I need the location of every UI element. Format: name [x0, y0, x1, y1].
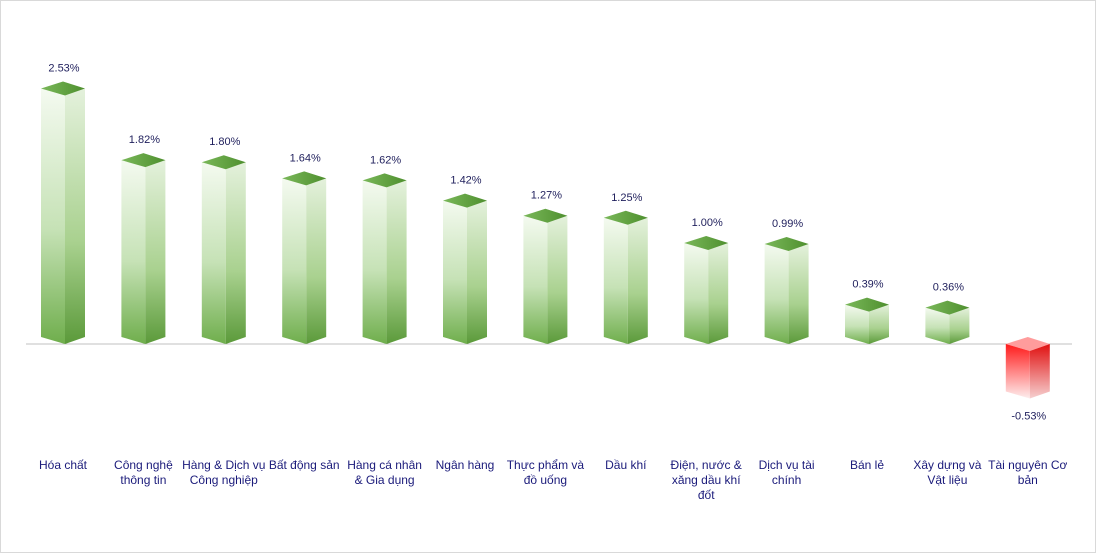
bar-top-face: [684, 236, 729, 250]
bar-side-face: [788, 244, 809, 344]
bar-front-face: [603, 217, 628, 344]
bar: 1.82%: [121, 134, 166, 344]
bar: 1.62%: [362, 154, 407, 344]
bar-top-face: [1005, 337, 1050, 351]
value-label: 1.62%: [370, 154, 401, 166]
bar: 1.42%: [443, 175, 487, 344]
bar-side-face: [386, 180, 407, 344]
bar-front-face: [523, 215, 548, 344]
bar-side-face: [949, 307, 970, 344]
bar-side-face: [1029, 344, 1050, 399]
bar: 1.27%: [523, 190, 568, 344]
category-label: Hàng cá nhân & Gia dụng: [347, 458, 422, 487]
value-label: 1.27%: [531, 190, 562, 202]
bar: 2.53%: [41, 62, 85, 344]
bar-top-face: [41, 81, 85, 96]
category-label: Ngân hàng: [435, 458, 495, 472]
value-label: 1.64%: [290, 152, 321, 164]
category-label: Dịch vụ tài chính: [758, 458, 815, 487]
category-label: Công nghệ thông tin: [114, 458, 173, 487]
bar-front-face: [1005, 344, 1030, 399]
value-label: 1.82%: [129, 134, 160, 146]
bar-top-face: [764, 237, 809, 252]
bar-top-face: [201, 155, 246, 170]
value-label: 2.53%: [48, 62, 79, 74]
bar: 1.64%: [282, 152, 327, 344]
bar-front-face: [121, 160, 146, 344]
bar: -0.53%: [1005, 337, 1050, 423]
category-label: Bất động sản: [268, 458, 340, 472]
bar-front-face: [282, 178, 307, 344]
value-label: 1.80%: [209, 136, 240, 148]
value-label: 1.25%: [611, 192, 642, 204]
bar-front-face: [764, 244, 789, 344]
bar-top-face: [523, 208, 568, 223]
category-label: Điện, nước & xăng dầu khí đốt: [670, 458, 742, 502]
bar: 0.39%: [845, 279, 889, 344]
bar-side-face: [627, 217, 648, 344]
bar-side-face: [145, 160, 166, 344]
value-label: 1.00%: [692, 217, 723, 229]
category-label: Dầu khí: [605, 458, 647, 472]
bar-side-face: [547, 215, 568, 344]
category-label: Thực phẩm và đồ uống: [506, 458, 585, 487]
bar-side-face: [869, 304, 889, 344]
category-label: Hóa chất: [38, 458, 88, 472]
category-label: Bán lẻ: [849, 458, 885, 472]
bar-top-face: [362, 173, 407, 188]
bar-front-face: [362, 180, 387, 344]
bar-top-face: [925, 300, 970, 315]
category-label: Hàng & Dịch vụ Công nghiệp: [182, 458, 266, 487]
bar-top-face: [121, 153, 166, 168]
bar-side-face: [467, 200, 487, 344]
bar-top-face: [282, 171, 327, 186]
bar: 1.00%: [684, 217, 729, 344]
bar-front-face: [925, 307, 950, 344]
bar: 0.36%: [925, 282, 970, 344]
value-label: 0.36%: [933, 282, 964, 294]
bar-side-face: [306, 178, 327, 344]
bars-group: 2.53% 1.82% 1.80% 1.64% 1.62% 1.42% 1.27% 1.25%…: [41, 62, 1050, 423]
value-label: 0.99%: [772, 218, 803, 230]
bar-front-face: [443, 200, 467, 344]
bar-side-face: [708, 243, 729, 344]
value-label: 0.39%: [852, 279, 883, 291]
bar-top-face: [603, 210, 648, 225]
bar-side-face: [65, 88, 85, 344]
bar-front-face: [684, 243, 709, 344]
bar-front-face: [201, 162, 226, 344]
bar-top-face: [845, 297, 889, 312]
category-label: Tài nguyên Cơ bản: [988, 458, 1068, 487]
bar: 1.25%: [603, 192, 648, 344]
bar-front-face: [845, 304, 869, 344]
bar: 1.80%: [201, 136, 246, 344]
category-label: Xây dựng và Vật liệu: [913, 458, 982, 487]
bar: 0.99%: [764, 218, 809, 344]
bar-top-face: [443, 193, 487, 208]
value-label: 1.42%: [450, 175, 481, 187]
value-label: -0.53%: [1011, 411, 1046, 423]
bar-front-face: [41, 88, 65, 344]
bar-side-face: [225, 162, 246, 344]
